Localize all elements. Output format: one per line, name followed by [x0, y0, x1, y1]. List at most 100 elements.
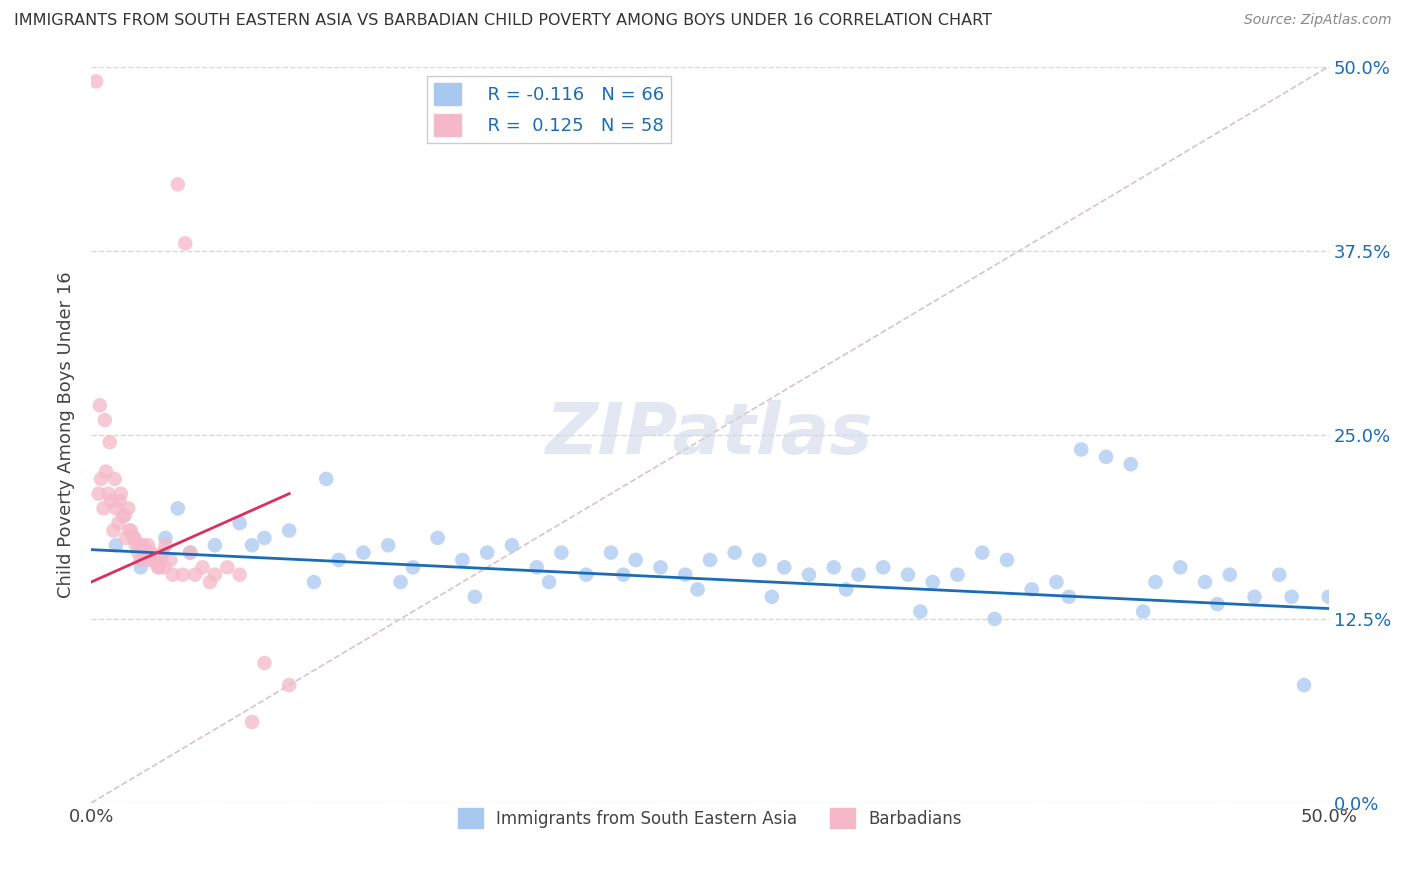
Point	[612, 567, 634, 582]
Point	[1317, 590, 1340, 604]
Point	[600, 546, 623, 560]
Point	[103, 524, 125, 538]
Point	[145, 553, 167, 567]
Point	[129, 560, 152, 574]
Point	[389, 575, 412, 590]
Point	[972, 546, 994, 560]
Point	[1070, 442, 1092, 457]
Point	[1281, 590, 1303, 604]
Point	[153, 560, 176, 574]
Point	[315, 472, 337, 486]
Point	[117, 501, 139, 516]
Point	[112, 508, 135, 523]
Point	[240, 538, 263, 552]
Point	[686, 582, 709, 597]
Point	[538, 575, 561, 590]
Point	[575, 567, 598, 582]
Point	[114, 531, 136, 545]
Point	[159, 553, 181, 567]
Point	[124, 531, 146, 545]
Point	[228, 567, 250, 582]
Point	[1095, 450, 1118, 464]
Point	[104, 538, 127, 552]
Point	[134, 546, 156, 560]
Point	[204, 538, 226, 552]
Point	[100, 494, 122, 508]
Point	[162, 567, 184, 582]
Point	[110, 486, 132, 500]
Point	[402, 560, 425, 574]
Point	[128, 538, 150, 552]
Point	[97, 486, 120, 500]
Text: ZIPatlas: ZIPatlas	[547, 401, 873, 469]
Point	[477, 546, 499, 560]
Point	[98, 435, 121, 450]
Point	[650, 560, 672, 574]
Point	[93, 501, 115, 516]
Point	[823, 560, 845, 574]
Point	[84, 74, 107, 88]
Point	[761, 590, 783, 604]
Point	[501, 538, 523, 552]
Point	[1219, 567, 1241, 582]
Point	[172, 567, 194, 582]
Point	[328, 553, 350, 567]
Point	[132, 538, 155, 552]
Point	[155, 538, 177, 552]
Point	[1045, 575, 1067, 590]
Y-axis label: Child Poverty Among Boys Under 16: Child Poverty Among Boys Under 16	[58, 271, 75, 599]
Text: IMMIGRANTS FROM SOUTH EASTERN ASIA VS BARBADIAN CHILD POVERTY AMONG BOYS UNDER 1: IMMIGRANTS FROM SOUTH EASTERN ASIA VS BA…	[14, 13, 993, 29]
Point	[94, 413, 117, 427]
Point	[87, 486, 110, 500]
Point	[995, 553, 1018, 567]
Point	[773, 560, 796, 574]
Point	[1292, 678, 1315, 692]
Point	[139, 546, 162, 560]
Point	[835, 582, 858, 597]
Point	[451, 553, 474, 567]
Point	[89, 398, 111, 412]
Point	[204, 567, 226, 582]
Point	[191, 560, 214, 574]
Point	[253, 531, 276, 545]
Point	[108, 494, 131, 508]
Point	[1021, 582, 1043, 597]
Point	[253, 656, 276, 670]
Point	[166, 178, 188, 192]
Point	[699, 553, 721, 567]
Point	[136, 538, 159, 552]
Point	[526, 560, 548, 574]
Point	[673, 567, 696, 582]
Point	[104, 501, 127, 516]
Point	[129, 553, 152, 567]
Point	[174, 236, 197, 251]
Point	[872, 560, 894, 574]
Point	[184, 567, 207, 582]
Point	[921, 575, 943, 590]
Point	[179, 546, 201, 560]
Point	[1144, 575, 1167, 590]
Point	[946, 567, 969, 582]
Point	[1119, 457, 1142, 471]
Point	[910, 605, 932, 619]
Point	[152, 546, 174, 560]
Point	[166, 501, 188, 516]
Point	[550, 546, 572, 560]
Point	[90, 472, 112, 486]
Point	[127, 546, 149, 560]
Point	[278, 524, 301, 538]
Point	[1168, 560, 1191, 574]
Point	[624, 553, 647, 567]
Point	[149, 553, 172, 567]
Point	[1132, 605, 1154, 619]
Point	[120, 524, 142, 538]
Point	[748, 553, 770, 567]
Point	[848, 567, 870, 582]
Legend: Immigrants from South Eastern Asia, Barbadians: Immigrants from South Eastern Asia, Barb…	[451, 801, 969, 835]
Point	[107, 516, 129, 530]
Point	[135, 546, 157, 560]
Point	[352, 546, 374, 560]
Point	[155, 531, 177, 545]
Point	[983, 612, 1005, 626]
Text: Source: ZipAtlas.com: Source: ZipAtlas.com	[1244, 13, 1392, 28]
